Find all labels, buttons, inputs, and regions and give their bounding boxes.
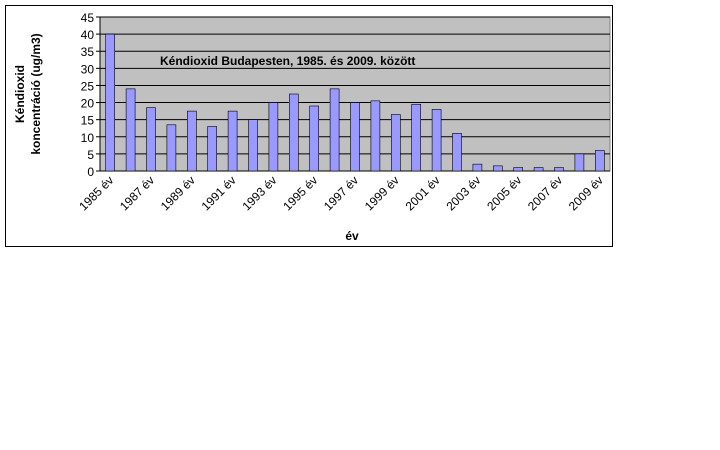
bar bbox=[574, 153, 585, 172]
bar bbox=[350, 102, 360, 172]
bar bbox=[187, 110, 197, 172]
bar bbox=[452, 133, 462, 172]
bar bbox=[329, 88, 340, 172]
bar bbox=[248, 119, 258, 172]
bar bbox=[431, 109, 442, 172]
bar bbox=[146, 107, 156, 172]
y-tick-label: 20 bbox=[81, 97, 95, 111]
bar bbox=[533, 167, 544, 172]
bar bbox=[513, 167, 524, 172]
bar bbox=[472, 163, 483, 172]
y-tick-label: 10 bbox=[81, 131, 95, 145]
y-tick-label: 40 bbox=[81, 28, 95, 42]
y-tick-label: 30 bbox=[81, 62, 95, 76]
bar bbox=[492, 165, 503, 172]
chart-title: Kéndioxid Budapesten, 1985. és 2009. köz… bbox=[160, 54, 415, 68]
bar bbox=[207, 126, 217, 172]
x-axis-title: év bbox=[345, 229, 359, 243]
y-axis-title: Kéndioxid bbox=[13, 65, 27, 123]
bar bbox=[554, 167, 564, 172]
y-axis-title: koncentráció (ug/m3) bbox=[29, 33, 43, 154]
y-tick-label: 45 bbox=[81, 11, 95, 25]
bar bbox=[227, 110, 238, 172]
bar bbox=[411, 103, 422, 172]
y-tick-label: 5 bbox=[87, 148, 94, 162]
bar bbox=[370, 100, 381, 172]
y-tick-label: 0 bbox=[87, 165, 94, 179]
y-tick-label: 35 bbox=[81, 45, 95, 59]
bar bbox=[105, 33, 115, 172]
bar bbox=[309, 105, 320, 172]
bar bbox=[594, 150, 605, 172]
bar bbox=[125, 88, 136, 172]
bar bbox=[268, 102, 279, 172]
bar bbox=[390, 114, 401, 172]
y-tick-label: 15 bbox=[81, 114, 95, 128]
bar bbox=[288, 93, 299, 172]
bar bbox=[166, 124, 177, 172]
y-tick-label: 25 bbox=[81, 79, 95, 93]
